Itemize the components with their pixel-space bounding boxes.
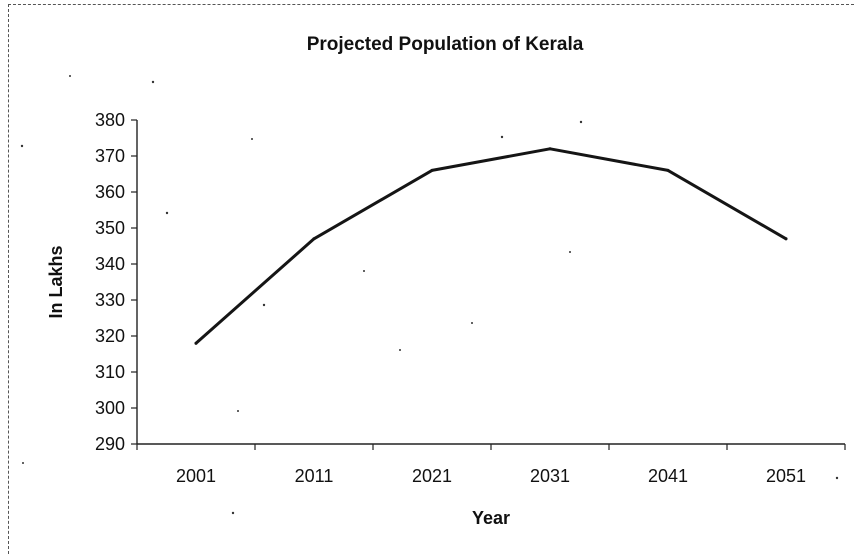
scan-speck: [500, 135, 504, 139]
data-point: [430, 168, 434, 172]
chart-title: Projected Population of Kerala: [307, 34, 584, 55]
x-tick-label: 2001: [176, 466, 216, 486]
scan-speck: [579, 120, 583, 124]
scan-speck: [363, 270, 365, 272]
y-tick-label: 350: [95, 218, 125, 238]
chart-frame: [8, 4, 854, 554]
y-tick-label: 330: [95, 290, 125, 310]
x-tick-label: 2031: [530, 466, 570, 486]
scan-speck: [399, 349, 401, 351]
scan-speck: [835, 476, 839, 480]
scan-speck: [251, 138, 253, 140]
scan-speck: [471, 322, 473, 324]
scan-speck: [69, 75, 71, 77]
scan-speck: [231, 511, 235, 515]
y-tick-label: 370: [95, 146, 125, 166]
series-group: [194, 147, 788, 345]
x-tick-label: 2051: [766, 466, 806, 486]
data-point: [194, 341, 198, 345]
x-tick-label: 2011: [295, 466, 334, 486]
scan-speck: [165, 211, 169, 215]
y-axis-title: In Lakhs: [46, 245, 66, 318]
series-line: [194, 147, 788, 345]
scan-speck: [237, 410, 239, 412]
data-point: [666, 168, 670, 172]
y-tick-label: 340: [95, 254, 125, 274]
y-tick-label: 310: [95, 362, 125, 382]
x-axis-title: Year: [472, 508, 510, 528]
scan-speck: [151, 80, 155, 84]
scan-speck: [22, 462, 24, 464]
x-axis-ticks: 2001 2011 2021 2031 2041 2051: [136, 444, 846, 486]
y-tick-label: 380: [95, 110, 125, 130]
y-tick-label: 320: [95, 326, 125, 346]
y-tick-label: 300: [95, 398, 125, 418]
x-tick-label: 2041: [648, 466, 688, 486]
data-point: [312, 237, 316, 241]
x-tick-label: 2021: [412, 466, 452, 486]
y-axis-ticks: 290 300 310 320 330 340 350 360 370 380: [95, 110, 137, 454]
y-tick-label: 290: [95, 434, 125, 454]
scan-speck: [20, 144, 24, 148]
data-point: [548, 147, 552, 151]
scan-speck: [262, 303, 266, 307]
y-tick-label: 360: [95, 182, 125, 202]
data-point: [784, 237, 788, 241]
scan-speck: [569, 251, 571, 253]
